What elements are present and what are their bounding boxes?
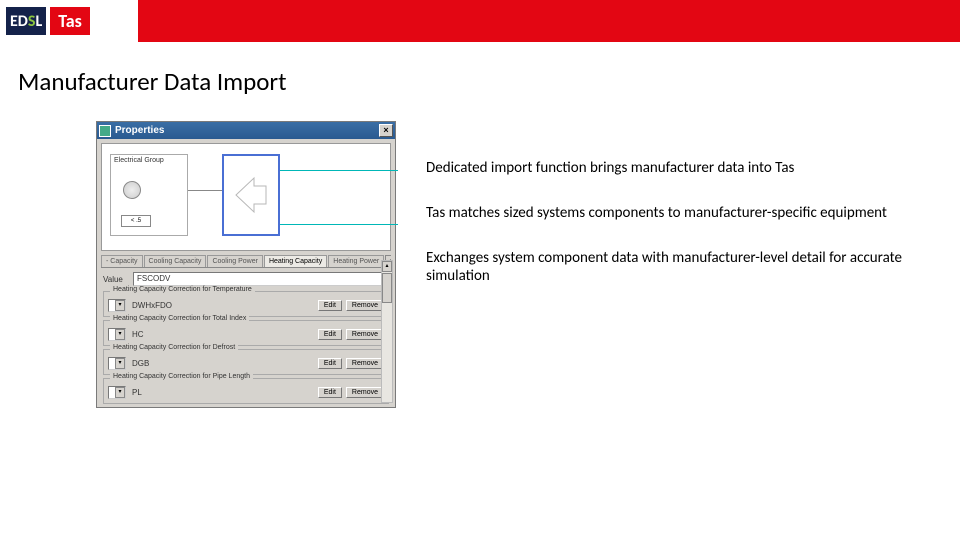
group-value: PL <box>130 388 314 397</box>
logo-ed: ED <box>10 12 28 31</box>
group-label: Heating Capacity Correction for Temperat… <box>110 286 255 293</box>
tab-cooling-capacity[interactable]: Cooling Capacity <box>144 255 207 267</box>
group-value: HC <box>130 330 314 339</box>
tab-heating-power[interactable]: Heating Power <box>328 255 384 267</box>
logo-s: S <box>28 12 36 31</box>
dropdown-icon[interactable]: ▾ <box>108 386 126 399</box>
dropdown-icon[interactable]: ▾ <box>108 357 126 370</box>
dropdown-icon[interactable]: ▾ <box>108 299 126 312</box>
chevron-down-icon: ▾ <box>115 387 125 398</box>
bullets-column: Dedicated import function brings manufac… <box>426 121 926 408</box>
meter-box: < .5 <box>121 215 151 227</box>
electrical-group-box: Electrical Group < .5 <box>110 154 188 236</box>
group-label: Heating Capacity Correction for Pipe Len… <box>110 373 253 380</box>
group-total-index: Heating Capacity Correction for Total In… <box>103 320 389 346</box>
properties-window: Properties × Electrical Group < .5 - Cap… <box>96 121 396 408</box>
remove-button[interactable]: Remove <box>346 300 384 311</box>
outdoor-unit-block[interactable] <box>222 154 280 236</box>
value-label: Value <box>103 275 133 284</box>
chevron-down-icon: ▾ <box>115 358 125 369</box>
bullet-3: Exchanges system component data with man… <box>426 249 926 287</box>
logo-l: L <box>35 12 42 31</box>
remove-button[interactable]: Remove <box>346 358 384 369</box>
tab-strip: - Capacity Cooling Capacity Cooling Powe… <box>101 255 391 268</box>
scroll-up-icon[interactable]: ▴ <box>382 261 392 272</box>
group-value: DGB <box>130 359 314 368</box>
electrical-group-label: Electrical Group <box>111 155 187 166</box>
slide-title: Manufacturer Data Import <box>0 42 960 97</box>
pipe-return <box>280 224 398 225</box>
group-pipe-length: Heating Capacity Correction for Pipe Len… <box>103 378 389 404</box>
logo-tas: Tas <box>50 7 90 35</box>
edit-button[interactable]: Edit <box>318 387 342 398</box>
remove-button[interactable]: Remove <box>346 329 384 340</box>
value-row: Value FSCODV <box>97 268 395 288</box>
group-defrost: Heating Capacity Correction for Defrost … <box>103 349 389 375</box>
content-row: Properties × Electrical Group < .5 - Cap… <box>0 97 960 408</box>
logo: EDSL Tas <box>0 0 138 42</box>
chevron-down-icon: ▾ <box>115 300 125 311</box>
header-red-bar <box>138 0 960 42</box>
value-field[interactable]: FSCODV <box>133 272 389 286</box>
tab-cooling-power[interactable]: Cooling Power <box>207 255 263 267</box>
tab-heating-capacity[interactable]: Heating Capacity <box>264 255 327 267</box>
group-label: Heating Capacity Correction for Total In… <box>110 315 249 322</box>
group-label: Heating Capacity Correction for Defrost <box>110 344 238 351</box>
group-temp-correction: Heating Capacity Correction for Temperat… <box>103 291 389 317</box>
wire-connector <box>188 190 222 191</box>
window-titlebar[interactable]: Properties × <box>97 122 395 139</box>
arrow-left-icon <box>234 172 268 218</box>
remove-button[interactable]: Remove <box>346 387 384 398</box>
bullet-2: Tas matches sized systems components to … <box>426 204 926 223</box>
edit-button[interactable]: Edit <box>318 300 342 311</box>
app-icon <box>99 125 111 137</box>
diagram-canvas: Electrical Group < .5 <box>101 143 391 251</box>
dropdown-icon[interactable]: ▾ <box>108 328 126 341</box>
header-bar: EDSL Tas <box>0 0 960 42</box>
edit-button[interactable]: Edit <box>318 358 342 369</box>
logo-edsl: EDSL <box>6 7 46 35</box>
tab-capacity[interactable]: - Capacity <box>101 255 143 267</box>
window-title: Properties <box>115 125 379 136</box>
bullet-1: Dedicated import function brings manufac… <box>426 159 926 178</box>
chevron-down-icon: ▾ <box>115 329 125 340</box>
scroll-thumb[interactable] <box>382 273 392 303</box>
scrollbar[interactable]: ▴ <box>381 260 393 403</box>
pipe-supply <box>280 170 398 171</box>
edit-button[interactable]: Edit <box>318 329 342 340</box>
fan-icon <box>123 181 141 199</box>
group-value: DWHxFDO <box>130 301 314 310</box>
close-icon[interactable]: × <box>379 124 393 137</box>
